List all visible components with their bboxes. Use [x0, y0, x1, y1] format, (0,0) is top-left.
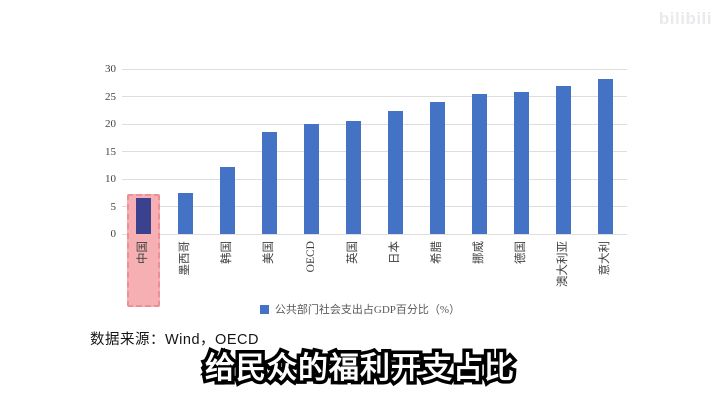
- x-axis-category-label: 澳大利亚: [557, 241, 570, 287]
- x-axis-category-label: OECD: [304, 241, 317, 273]
- bar: [303, 124, 319, 234]
- x-axis-category-label: 挪威: [473, 241, 486, 264]
- y-axis-tick-label: 30: [105, 63, 116, 75]
- bar: [514, 91, 530, 234]
- x-axis-category-label: 日本: [389, 241, 402, 264]
- bar: [556, 85, 572, 234]
- gridline: [122, 68, 627, 70]
- y-axis-tick-label: 25: [105, 90, 116, 103]
- bar: [177, 192, 193, 234]
- x-axis-category-label: 中国: [136, 241, 149, 264]
- gridline: [122, 96, 627, 97]
- bar: [219, 167, 235, 234]
- legend-label: 公共部门社会支出占GDP百分比（%）: [274, 304, 461, 316]
- subtitle-text: 给民众的福利开支占比: [205, 352, 515, 385]
- chart-legend: 公共部门社会支出占GDP百分比（%）: [0, 302, 720, 316]
- bar: [135, 198, 151, 234]
- x-axis-category-label: 德国: [515, 241, 528, 264]
- y-axis-tick-label: 15: [105, 145, 116, 158]
- legend-swatch-icon: [259, 304, 269, 314]
- bar: [598, 78, 614, 234]
- x-axis-category-label: 韩国: [220, 241, 233, 264]
- source-note: 数据来源：Wind，OECD: [90, 332, 259, 348]
- gridline: [122, 206, 627, 207]
- y-axis-tick-label: 20: [105, 118, 116, 130]
- y-axis-tick-label: 0: [110, 228, 117, 240]
- y-axis-tick-label: 10: [105, 173, 116, 185]
- y-axis-tick-label: 5: [110, 200, 117, 213]
- gridline: [122, 151, 627, 152]
- x-axis-category-label: 美国: [262, 241, 275, 264]
- x-axis-category-label: 希腊: [431, 241, 444, 264]
- bilibili-logo: bilibili: [658, 9, 712, 28]
- x-axis-category-label: 英国: [346, 241, 359, 264]
- gridline: [122, 123, 627, 125]
- bar: [345, 120, 361, 234]
- subtitle-caption: 给民众的福利开支占比: [0, 351, 720, 387]
- x-axis-category-label: 墨西哥: [178, 241, 191, 276]
- bar: [388, 111, 404, 234]
- x-axis-category-label: 意大利: [599, 241, 612, 276]
- gridline: [122, 233, 627, 235]
- bar: [261, 131, 277, 234]
- highlight-box-china: [126, 194, 160, 307]
- bar: [472, 94, 488, 234]
- bar: [430, 102, 446, 234]
- gridline: [122, 178, 627, 180]
